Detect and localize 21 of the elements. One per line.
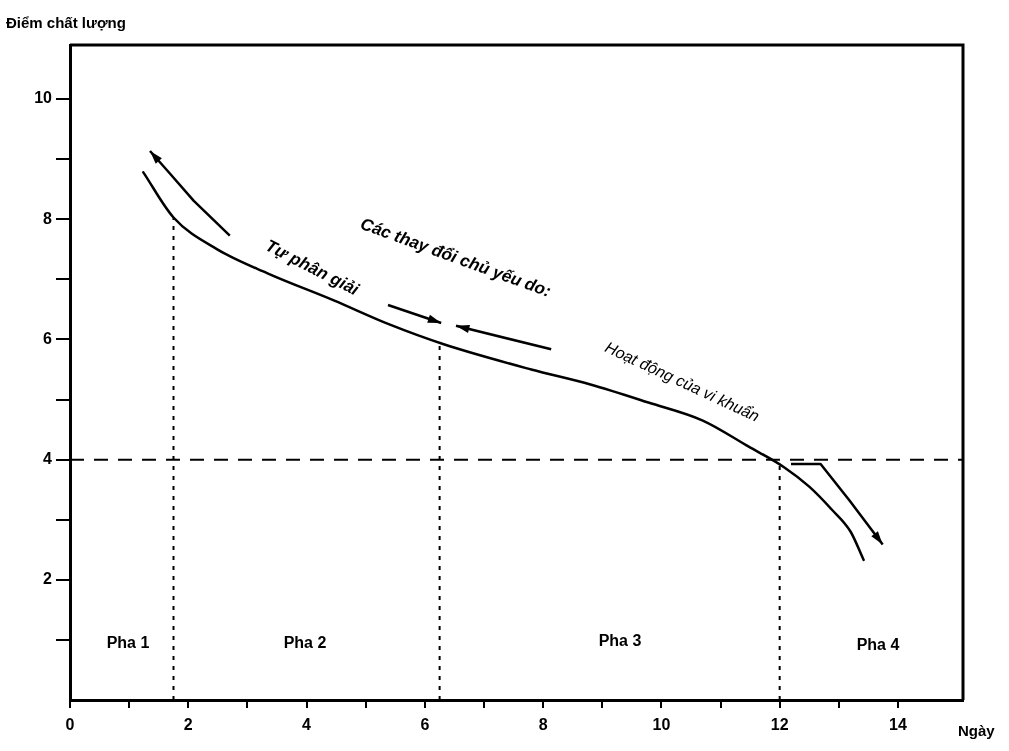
annotation: Tự phân giải [262, 235, 362, 301]
x-tick-label: 10 [652, 716, 671, 734]
y-axis-title: Điểm chất lượng [6, 14, 126, 31]
x-tick-label: 2 [183, 716, 193, 734]
x-tick-label: 0 [65, 716, 75, 734]
x-tick-label: 6 [420, 716, 430, 734]
x-tick-label: 8 [538, 716, 548, 734]
y-tick-label: 8 [43, 209, 53, 227]
x-tick-label: 4 [302, 716, 312, 734]
y-tick-label: 10 [34, 89, 53, 107]
y-tick-label: 6 [43, 329, 53, 347]
annotation: Pha 2 [283, 633, 327, 653]
annotation: Hoạt động của vi khuẩn [602, 338, 763, 426]
x-tick-label: 14 [889, 716, 907, 734]
y-tick-label: 4 [43, 450, 53, 468]
annotation: Pha 3 [598, 631, 642, 651]
annotation: Pha 1 [106, 633, 150, 653]
x-axis-title: Ngày [958, 722, 995, 739]
x-tick-label: 12 [770, 716, 789, 734]
y-tick-label: 2 [43, 570, 53, 588]
annotation: Pha 4 [856, 635, 900, 655]
